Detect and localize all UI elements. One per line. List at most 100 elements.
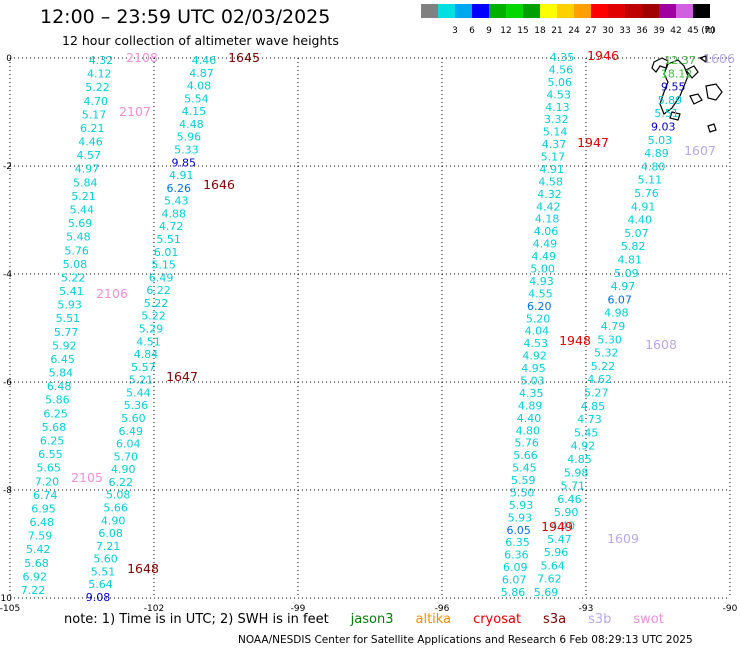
- wave-height-value: 4.84: [134, 348, 159, 361]
- wave-height-value: 5.65: [36, 462, 61, 475]
- wave-height-value: 4.85: [581, 400, 606, 413]
- wave-height-value: 9.08: [86, 591, 111, 604]
- wave-height-value: 5.71: [561, 480, 586, 493]
- island-outline: [689, 93, 703, 105]
- island-outline: [698, 55, 707, 64]
- longitude-label: -102: [144, 604, 164, 614]
- wave-height-value: 5.98: [564, 466, 589, 479]
- legend-label: 45: [687, 26, 699, 36]
- wave-height-value: 4.46: [192, 54, 217, 67]
- wave-height-value: 5.32: [594, 347, 619, 360]
- wave-height-value: 12.37: [664, 54, 696, 67]
- wave-height-value: 6.08: [98, 527, 123, 540]
- pass-time-label: 2107: [119, 104, 151, 119]
- latitude-label: -10: [0, 594, 12, 604]
- wave-height-value: 4.91: [169, 169, 194, 182]
- satellite-key-cryosat: cryosat: [473, 612, 522, 627]
- legend-label: 15: [517, 26, 529, 36]
- satellite-key-altika: altika: [415, 612, 452, 627]
- legend-label: 33: [619, 26, 631, 36]
- latitude-label: -8: [3, 486, 12, 496]
- wave-height-value: 4.37: [542, 138, 567, 151]
- wave-height-value: 4.70: [84, 95, 109, 108]
- wave-height-value: 5.45: [512, 462, 537, 475]
- wave-height-value: 5.90: [554, 506, 579, 519]
- wave-height-value: 5.27: [584, 387, 609, 400]
- wave-height-value: 4.42: [536, 200, 561, 213]
- wave-height-value: 6.46: [557, 493, 582, 506]
- wave-height-value: 6.48: [47, 380, 72, 393]
- wave-height-value: 5.07: [624, 227, 649, 240]
- satellite-key-s3a: s3a: [543, 612, 567, 627]
- pass-time-label: 1606: [703, 51, 735, 66]
- wave-height-value: 6.09: [503, 561, 528, 574]
- latitude-label: -2: [3, 162, 12, 172]
- wave-height-value: 5.08: [63, 258, 88, 271]
- wave-height-value: 6.25: [43, 407, 68, 420]
- legend-label: 24: [568, 26, 580, 36]
- wave-height-value: 6.92: [22, 570, 47, 583]
- legend-label: 39: [653, 26, 665, 36]
- wave-height-value: 5.76: [64, 244, 89, 257]
- legend-unit: (ft): [701, 26, 715, 36]
- legend-label: 3: [452, 26, 458, 36]
- wave-height-value: 4.93: [529, 275, 554, 288]
- wave-height-value: 7.62: [537, 573, 562, 586]
- wave-height-value: 5.44: [126, 386, 151, 399]
- wave-height-value: 5.42: [26, 543, 51, 556]
- legend-label: 9: [486, 26, 492, 36]
- wave-height-value: 5.00: [530, 263, 555, 276]
- wave-height-value: 5.64: [540, 559, 565, 572]
- wave-height-value: 4.98: [604, 307, 629, 320]
- wave-height-value: 4.72: [159, 220, 184, 233]
- wave-height-value: 4.87: [189, 67, 214, 80]
- legend-swatch: [523, 4, 540, 18]
- wave-height-value: 7.59: [28, 530, 53, 543]
- wave-height-value: 5.41: [59, 285, 84, 298]
- wave-height-value: 5.70: [114, 450, 139, 463]
- wave-height-value: 4.91: [539, 163, 564, 176]
- legend-label: 42: [670, 26, 682, 36]
- legend-swatch: [574, 4, 591, 18]
- wave-height-value: 5.17: [541, 151, 566, 164]
- wave-height-value: 4.32: [89, 54, 114, 67]
- legend-swatch: [625, 4, 642, 18]
- wave-height-value: 5.69: [68, 217, 93, 230]
- wave-height-value: 6.05: [506, 524, 531, 537]
- map-subtitle: 12 hour collection of altimeter wave hei…: [62, 33, 339, 48]
- legend-label: 21: [551, 26, 563, 36]
- legend-label: 36: [636, 26, 648, 36]
- wave-height-value: 7.21: [96, 540, 121, 553]
- island-outline: [705, 83, 723, 101]
- wave-height-value: 6.26: [167, 182, 192, 195]
- wave-height-value: 5.51: [654, 107, 679, 120]
- wave-height-value: 5.54: [184, 92, 209, 105]
- wave-height-value: 5.20: [526, 312, 551, 325]
- wave-height-value: 4.56: [549, 63, 574, 76]
- wave-height-value: 5.60: [121, 412, 146, 425]
- wave-height-value: 6.07: [502, 574, 527, 587]
- wave-height-value: 4.58: [538, 175, 563, 188]
- wave-height-value: 4.48: [179, 118, 204, 131]
- wave-height-value: 5.68: [42, 421, 67, 434]
- wave-height-value: 4.85: [567, 453, 592, 466]
- wave-height-value: 4.79: [601, 320, 626, 333]
- wave-height-value: 5.82: [621, 240, 646, 253]
- legend-label: 30: [602, 26, 614, 36]
- wave-height-value: 9.55: [661, 81, 686, 94]
- wave-height-value: 5.59: [511, 474, 536, 487]
- wave-height-value: 4.40: [517, 412, 542, 425]
- wave-height-value: 4.89: [644, 147, 669, 160]
- legend-swatch: [693, 4, 710, 18]
- wave-height-value: 4.49: [532, 250, 557, 263]
- island-outline: [651, 57, 669, 73]
- legend-swatch: [506, 4, 523, 18]
- wave-height-value: 5.57: [131, 361, 156, 374]
- wave-height-value: 6.49: [149, 271, 174, 284]
- island-outline: [659, 59, 689, 115]
- wave-height-value: 5.30: [597, 333, 622, 346]
- pass-time-label: 1948: [559, 333, 591, 348]
- legend-label: 27: [585, 26, 597, 36]
- wave-height-value: 5.48: [66, 231, 91, 244]
- satellite-key: jason3 altika cryosat s3a s3b swot: [329, 612, 664, 627]
